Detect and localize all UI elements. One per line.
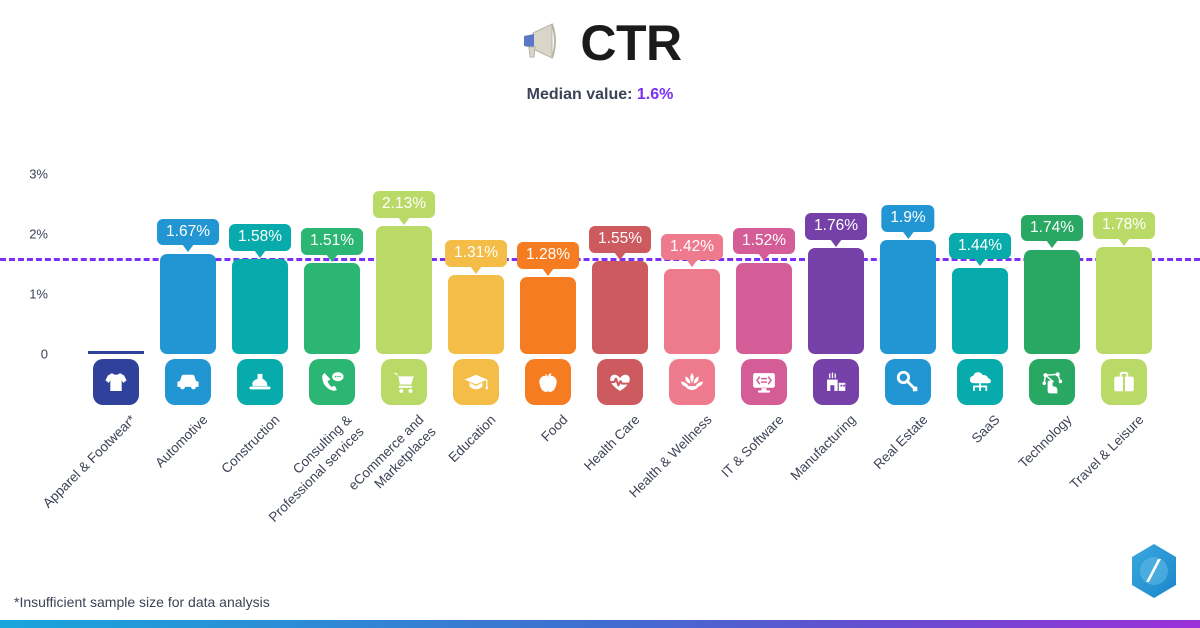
- bar-value-text: 2.13%: [382, 195, 426, 213]
- median-value-caption: Median value: 1.6%: [0, 86, 1200, 104]
- bar[interactable]: [592, 261, 648, 354]
- bar-slot[interactable]: 1.31%: [440, 150, 512, 570]
- bar-value-text: 1.58%: [238, 228, 282, 246]
- apple-icon: [525, 359, 571, 405]
- bar-slot[interactable]: 1.74%: [1016, 150, 1088, 570]
- bar[interactable]: [520, 277, 576, 354]
- bar-value-label: 1.76%: [805, 213, 867, 247]
- key-icon: [885, 359, 931, 405]
- bottom-gradient-bar: [0, 620, 1200, 628]
- bar-value-label: 1.42%: [661, 233, 723, 267]
- bar-value-text: 1.51%: [310, 232, 354, 250]
- bar-slot[interactable]: 1.44%: [944, 150, 1016, 570]
- y-axis-tick: 3%: [29, 166, 48, 182]
- bar-slot[interactable]: 1.76%: [800, 150, 872, 570]
- factory-icon: [813, 359, 859, 405]
- footnote: *Insufficient sample size for data analy…: [14, 594, 270, 610]
- bar[interactable]: [1096, 247, 1152, 354]
- bar-slot[interactable]: 1.9%: [872, 150, 944, 570]
- bar-slot[interactable]: 1.58%: [224, 150, 296, 570]
- bar[interactable]: [880, 240, 936, 354]
- y-axis-tick: 0: [40, 346, 48, 362]
- bar-value-text: 1.9%: [890, 209, 926, 226]
- bar-slot[interactable]: 1.78%: [1088, 150, 1160, 570]
- bar-value-label: 1.58%: [229, 224, 291, 258]
- bar[interactable]: [304, 263, 360, 354]
- bar-slot[interactable]: 1.52%: [728, 150, 800, 570]
- y-axis-tick: 2%: [29, 226, 48, 242]
- bar-value-label: 1.28%: [517, 242, 579, 276]
- tshirt-icon: [93, 359, 139, 405]
- graduation-cap-icon: [453, 359, 499, 405]
- title-row: CTR: [0, 18, 1200, 68]
- bar-value-label: 1.51%: [301, 228, 363, 262]
- heartbeat-icon: [597, 359, 643, 405]
- page-title: CTR: [580, 15, 682, 71]
- median-reference-line: [0, 258, 1200, 261]
- megaphone-icon: [518, 19, 566, 68]
- network-touch-icon: [1029, 359, 1075, 405]
- bar-value-text: 1.52%: [742, 231, 786, 249]
- bar-value-text: 1.31%: [454, 244, 498, 262]
- bar[interactable]: [88, 351, 144, 354]
- bar-value-text: 1.74%: [1030, 218, 1074, 236]
- bar-value-text: 1.42%: [670, 237, 714, 255]
- lotus-icon: [669, 359, 715, 405]
- phone-chat-icon: [309, 359, 355, 405]
- bar[interactable]: [376, 226, 432, 354]
- bar[interactable]: [448, 275, 504, 354]
- bar[interactable]: [808, 248, 864, 354]
- chart-header: CTR Median value: 1.6%: [0, 0, 1200, 122]
- bar-slot[interactable]: 1.67%: [152, 150, 224, 570]
- bar-value-label: 1.52%: [733, 227, 795, 261]
- bar[interactable]: [736, 262, 792, 354]
- y-axis-tick: 1%: [29, 286, 48, 302]
- bar-value-label: 1.78%: [1093, 212, 1155, 246]
- hexagon-logo: [1128, 542, 1180, 600]
- median-prefix-label: Median value:: [526, 86, 637, 103]
- median-value: 1.6%: [636, 86, 674, 103]
- bar-value-text: 1.44%: [958, 236, 1002, 254]
- bar[interactable]: [952, 267, 1008, 354]
- bar-value-label: 1.44%: [949, 232, 1011, 266]
- bar-slot[interactable]: 1.51%: [296, 150, 368, 570]
- bar-value-label: 1.31%: [445, 240, 507, 274]
- car-icon: [165, 359, 211, 405]
- bar-value-label: 1.9%: [881, 205, 935, 238]
- bar-value-label: 1.67%: [157, 218, 219, 252]
- shopping-cart-icon: [381, 359, 427, 405]
- bar-value-text: 1.67%: [166, 222, 210, 240]
- bar-slot[interactable]: 1.28%: [512, 150, 584, 570]
- bar-value-label: 1.55%: [589, 226, 651, 259]
- bar-value-text: 1.76%: [814, 217, 858, 235]
- bar[interactable]: [232, 259, 288, 354]
- bar[interactable]: [1024, 249, 1080, 354]
- bar-value-text: 1.55%: [598, 230, 642, 247]
- cloud-network-icon: [957, 359, 1003, 405]
- bar-slot[interactable]: [80, 150, 152, 570]
- bar-value-label: 2.13%: [373, 191, 435, 225]
- monitor-code-icon: [741, 359, 787, 405]
- bar-value-text: 1.78%: [1102, 216, 1146, 234]
- bar-value-label: 1.74%: [1021, 214, 1083, 248]
- bar[interactable]: [160, 253, 216, 354]
- bar[interactable]: [664, 268, 720, 354]
- bar-value-text: 1.28%: [526, 246, 570, 264]
- bar-slot[interactable]: 2.13%: [368, 150, 440, 570]
- bar-slot[interactable]: 1.55%: [584, 150, 656, 570]
- bar-slot[interactable]: 1.42%: [656, 150, 728, 570]
- suitcase-icon: [1101, 359, 1147, 405]
- hardhat-icon: [237, 359, 283, 405]
